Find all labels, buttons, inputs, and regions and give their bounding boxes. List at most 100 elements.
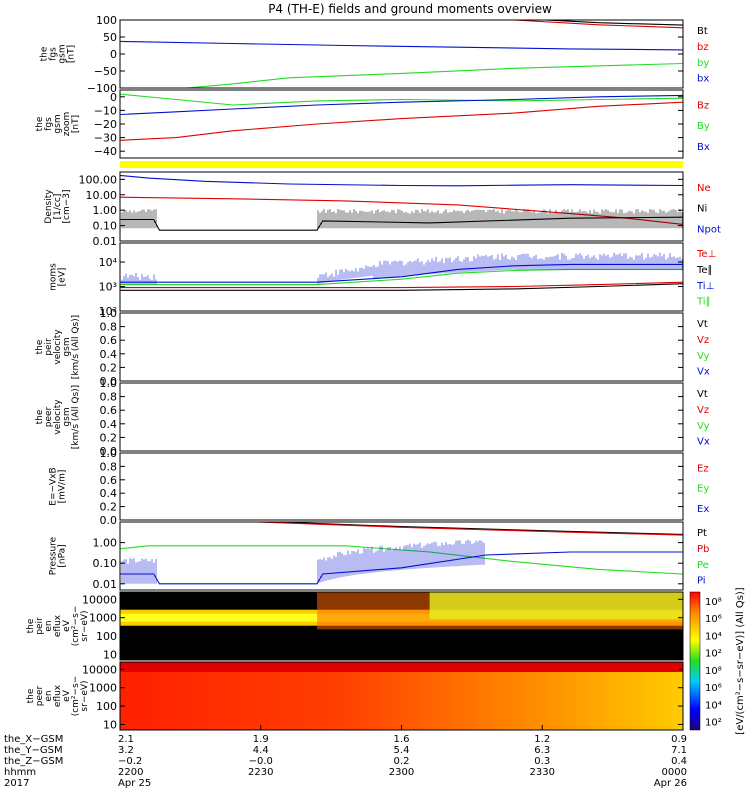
series-Ne [120,196,683,225]
ytick-label: 10000 [82,663,117,676]
series-Pe [120,545,683,575]
xaxis-value: 4.4 [253,745,269,756]
ytick-label: 10² [99,305,117,318]
ytick-label: −30 [94,132,117,145]
ytick-label: 0.01 [93,578,118,591]
xaxis-row-label: the_Z−GSM [4,756,63,767]
ylabel-line: [nT] [67,45,77,63]
ylabel-line: [mV/m] [58,470,68,504]
legend-Pe: Pe [697,560,709,571]
panel-frame [119,171,684,242]
ylabel-line: the [35,116,45,131]
ytick-label: 1.0 [100,377,118,390]
ylabel-line: the [26,688,36,703]
ylabel-line: Density [44,189,54,224]
ytick-label: 0.2 [100,431,118,444]
series-Pi [120,551,683,585]
ylabel-line: [1/cc] [53,194,63,220]
legend-Vt: Vt [697,319,708,330]
figure-title: P4 (TH-E) fields and ground moments over… [268,2,552,16]
legend-Te⊥: Te⊥ [696,249,716,260]
colorbar-tick: 10² [705,649,722,660]
ylabel-line: the [26,618,36,633]
xaxis-value: 0.9 [671,734,687,745]
legend-By: By [697,121,710,132]
ytick-label: 1.0 [100,447,118,460]
xaxis-value: −0.0 [249,756,273,767]
panel-frame [119,19,684,89]
flag-bar [120,161,683,168]
xaxis-value: 2330 [530,767,555,778]
ylabel-line: eflux [53,614,63,637]
series-Bz [120,101,683,141]
xaxis-value: 7.1 [671,745,687,756]
series-Ti∥ [120,268,683,286]
xaxis-value: 1.6 [394,734,410,745]
legend-Vt: Vt [697,389,708,400]
ylabel-line: the [40,46,50,61]
ytick-label: 10000 [82,593,117,606]
ytick-label: 0.0 [100,375,118,388]
series-Npot [120,174,683,187]
ytick-label: 0.8 [100,321,118,334]
series-Te∥ [120,283,683,291]
ytick-label: −20 [94,118,117,131]
ytick-label: 10⁴ [99,256,118,269]
legend-Npot: Npot [697,225,721,236]
ylabel-line: eV [62,689,72,702]
ylabel-line: en [44,690,54,701]
colorbar-tick: 10⁶ [705,683,722,694]
colorbar-tick: 10² [705,718,722,729]
ylabel-line: E=−VxB [49,467,59,505]
ytick-label: 0 [110,48,117,61]
xaxis-value: 3.2 [118,745,134,756]
ytick-label: 100.00 [79,173,118,186]
ytick-label: 0 [110,91,117,104]
xaxis-value: 2.1 [118,734,134,745]
xaxis-value: 2200 [118,767,143,778]
ylabel-line: peer [44,406,54,427]
colorbar-tick: 10⁴ [705,700,722,711]
ylabel-line: en [44,620,54,631]
ytick-label: 1.0 [100,307,118,320]
series-By [120,93,683,106]
legend-Ni: Ni [697,204,707,215]
panel-frame [119,382,684,452]
panel-frame [119,312,684,382]
xaxis-value: 0.2 [394,756,410,767]
series-bz [501,20,683,29]
legend-Vz: Vz [697,335,709,346]
xaxis-value: −0.2 [118,756,142,767]
ylabel-line: [km/s (All Qs)] [71,385,81,449]
xaxis-row-label: the_X−GSM [4,734,63,745]
legend-Pt: Pt [697,528,707,539]
heatmap-edge [120,662,683,672]
panel-3: 100.00 10.00 1.00 0.10 0.01 Density [1/cc] [cm−… [44,171,721,248]
legend-Ex: Ex [697,504,709,515]
ytick-label: 0.0 [100,445,118,458]
ylabel-line: peir [35,617,45,635]
colorbar-tick: 10⁴ [705,631,722,642]
ylabel-line: fgs [44,117,54,131]
ytick-label: −100 [87,82,117,95]
series-Pt [261,522,683,535]
panel-frame [119,452,684,521]
ytick-label: 1000 [89,682,117,695]
xaxis-value: Apr 26 [654,778,687,789]
ylabel-line: gsm [58,44,68,63]
xaxis-row-label: hhmm [4,767,36,778]
legend-Te∥: Te∥ [696,265,713,276]
xaxis-row-label: 2017 [4,778,29,789]
colorbar-label: [eV/(cm²−s−sr−eV)] (All Qs)] [735,587,746,735]
ytick-label: 0.8 [100,391,118,404]
series-Bt [536,20,683,26]
ylabel-line: [km/s (All Qs)] [71,315,81,379]
series-Ni [120,216,683,231]
series-Bx [120,94,683,116]
ylabel-line: Pressure [49,536,59,575]
panel-9: 10000 1000 100 10 the peir en eflux eV (cm²−s− sr−… [26,591,684,661]
ytick-label: 10³ [99,281,117,294]
ytick-label: 0.8 [100,460,118,473]
